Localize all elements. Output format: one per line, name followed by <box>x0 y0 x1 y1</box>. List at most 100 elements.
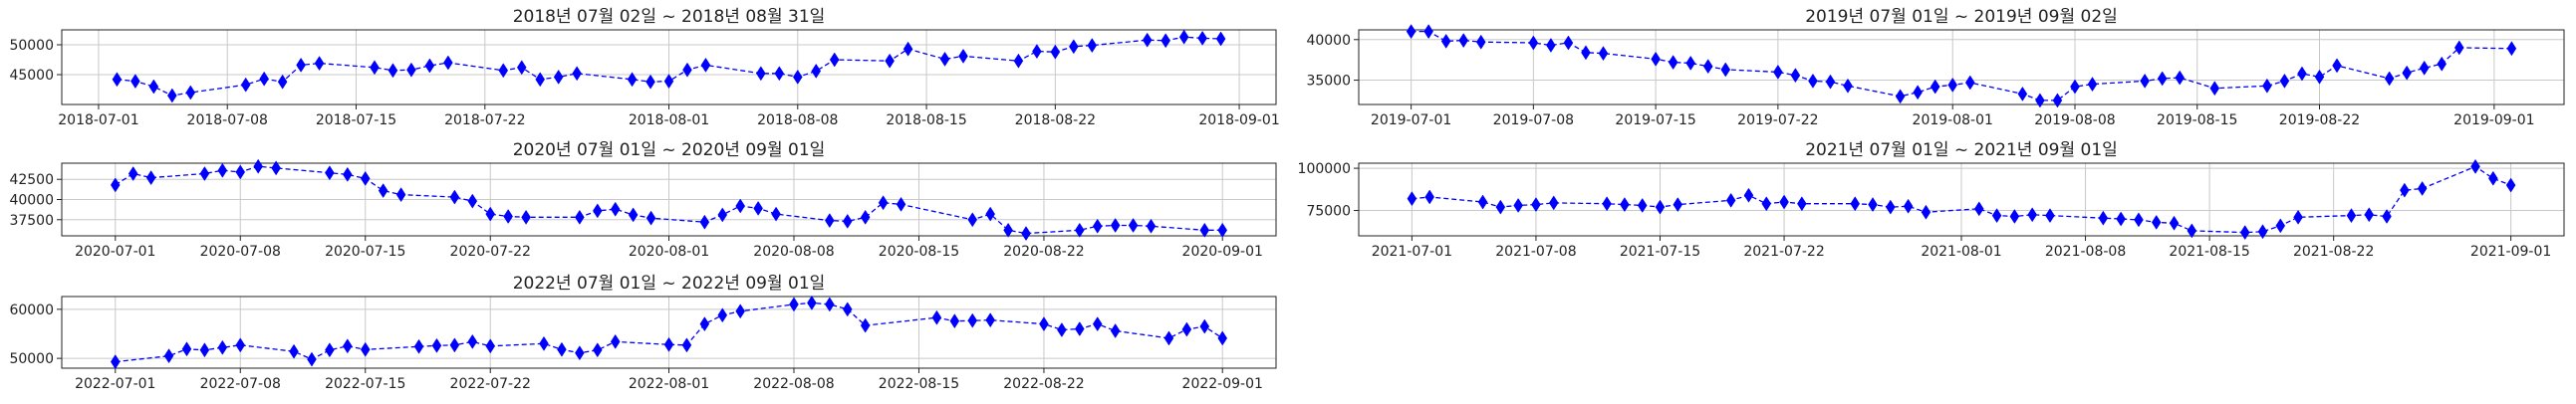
data-point-marker <box>199 166 210 182</box>
data-point-marker <box>1217 330 1228 346</box>
data-point-marker <box>2453 40 2464 56</box>
data-point-marker <box>535 72 546 88</box>
x-tick-label: 2021-07-15 <box>1620 244 1700 260</box>
x-tick-label: 2022-07-08 <box>200 376 281 392</box>
data-point-marker <box>825 297 835 312</box>
x-tick-label: 2019-09-01 <box>2453 112 2534 128</box>
y-tick-label: 50000 <box>9 351 54 367</box>
data-point-marker <box>387 63 398 79</box>
data-point-marker <box>896 196 906 212</box>
data-point-marker <box>771 206 781 222</box>
data-point-marker <box>1087 38 1098 54</box>
data-point-marker <box>557 341 567 357</box>
data-point-marker <box>289 343 299 359</box>
data-point-marker <box>253 158 263 174</box>
data-point-marker <box>1142 32 1153 48</box>
x-tick-label: 2021-08-08 <box>2045 244 2126 260</box>
data-point-marker <box>2257 224 2268 240</box>
data-point-marker <box>2087 77 2098 93</box>
data-point-marker <box>2382 209 2392 224</box>
data-point-marker <box>1779 194 1789 210</box>
data-point-marker <box>1513 197 1523 213</box>
data-point-marker <box>370 60 380 76</box>
data-point-marker <box>2417 181 2428 196</box>
data-point-marker <box>949 313 960 329</box>
data-point-marker <box>360 170 371 186</box>
data-point-marker <box>1050 44 1061 60</box>
data-point-marker <box>128 166 138 182</box>
data-point-marker <box>217 339 228 355</box>
data-point-marker <box>1069 39 1079 55</box>
data-point-marker <box>1702 59 1713 75</box>
data-point-marker <box>1003 222 1013 238</box>
data-point-marker <box>1197 30 1207 46</box>
y-tick-label: 100000 <box>1298 161 1351 177</box>
data-point-marker <box>1021 226 1031 242</box>
data-point-marker <box>967 212 978 228</box>
data-point-marker <box>1947 77 1958 93</box>
data-point-marker <box>575 345 585 361</box>
data-point-marker <box>1651 51 1661 67</box>
data-point-marker <box>1797 196 1807 212</box>
data-point-marker <box>699 316 710 332</box>
data-point-marker <box>2134 212 2144 228</box>
data-point-marker <box>521 209 531 225</box>
data-point-marker <box>2009 209 2020 224</box>
data-point-marker <box>110 354 121 370</box>
data-point-marker <box>1199 222 1210 238</box>
x-tick-label: 2021-08-15 <box>2169 244 2249 260</box>
y-tick-label: 40000 <box>1306 33 1351 49</box>
data-point-marker <box>314 56 325 72</box>
y-tick-label: 37500 <box>9 213 54 229</box>
plot-border <box>61 296 1277 369</box>
data-point-marker <box>343 166 353 182</box>
data-point-marker <box>663 336 674 352</box>
data-point-marker <box>148 79 159 95</box>
data-point-marker <box>2402 65 2412 81</box>
data-point-marker <box>1075 222 1085 238</box>
data-point-marker <box>1440 33 1451 49</box>
data-point-marker <box>235 337 246 353</box>
data-point-marker <box>1685 55 1695 71</box>
x-tick-label: 2021-07-22 <box>1743 244 1824 260</box>
plot-border <box>1358 29 2565 105</box>
x-tick-label: 2018-08-08 <box>757 112 838 128</box>
data-point-marker <box>735 303 746 319</box>
data-point-marker <box>2098 210 2109 226</box>
data-point-marker <box>1868 197 1878 213</box>
data-point-marker <box>1146 218 1157 234</box>
data-point-marker <box>756 66 766 82</box>
data-point-marker <box>185 85 196 101</box>
data-point-marker <box>1964 75 1975 91</box>
x-tick-label: 2020-07-08 <box>200 244 281 260</box>
data-point-marker <box>575 209 585 225</box>
data-point-marker <box>181 341 192 357</box>
data-point-marker <box>1655 199 1666 215</box>
x-tick-label: 2018-08-15 <box>886 112 966 128</box>
data-point-marker <box>1407 191 1417 207</box>
data-point-marker <box>1843 78 1853 94</box>
x-tick-label: 2020-09-01 <box>1182 244 1263 260</box>
x-tick-label: 2021-08-01 <box>1921 244 2001 260</box>
data-point-marker <box>553 69 564 85</box>
data-point-marker <box>774 66 785 82</box>
data-point-marker <box>1528 35 1539 51</box>
data-point-marker <box>1850 196 1861 212</box>
y-tick-label: 35000 <box>1306 74 1351 90</box>
data-point-marker <box>424 58 435 74</box>
y-tick-label: 40000 <box>9 193 54 209</box>
data-point-marker <box>1178 29 1189 45</box>
x-tick-label: 2020-07-15 <box>325 244 405 260</box>
data-point-marker <box>1913 85 1923 101</box>
data-point-marker <box>1217 222 1228 238</box>
data-point-marker <box>240 77 251 93</box>
data-point-marker <box>1895 89 1906 104</box>
data-point-marker <box>1495 199 1506 215</box>
data-point-marker <box>467 333 478 349</box>
data-point-marker <box>1092 316 1103 332</box>
chart-title: 2019년 07월 01일 ~ 2019년 09월 02일 <box>1805 7 2118 27</box>
data-point-marker <box>572 66 582 82</box>
y-tick-label: 45000 <box>9 68 54 84</box>
x-tick-label: 2021-07-01 <box>1372 244 1452 260</box>
data-point-marker <box>681 337 692 353</box>
